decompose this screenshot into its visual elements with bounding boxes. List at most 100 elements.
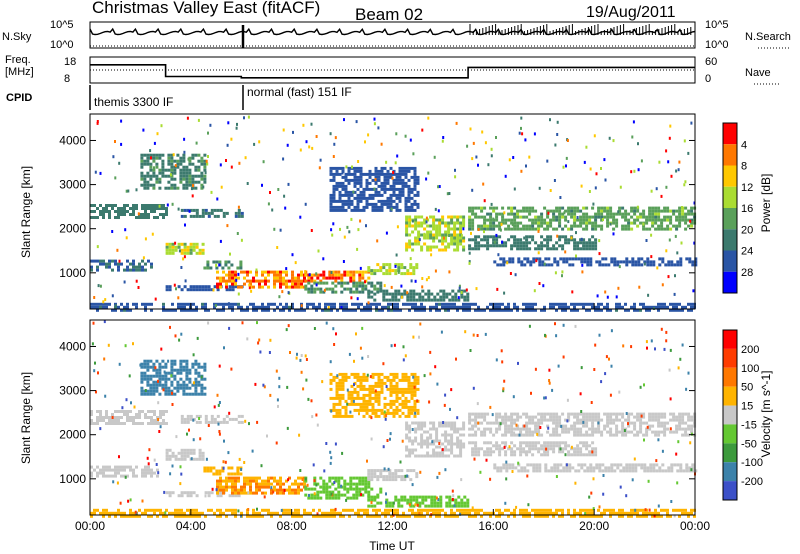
data-cell bbox=[543, 238, 547, 242]
data-cell bbox=[177, 508, 180, 512]
data-cell bbox=[378, 514, 381, 518]
data-cell bbox=[177, 242, 181, 246]
data-cell bbox=[432, 305, 435, 309]
data-cell bbox=[522, 447, 526, 451]
data-cell bbox=[564, 447, 568, 451]
data-cell bbox=[432, 439, 436, 443]
data-cell bbox=[170, 380, 174, 384]
noise-cell bbox=[406, 291, 409, 295]
data-cell bbox=[337, 476, 341, 480]
data-cell bbox=[616, 260, 620, 264]
data-cell bbox=[435, 302, 438, 306]
data-cell bbox=[170, 383, 174, 387]
noise-cell bbox=[237, 272, 240, 276]
data-cell bbox=[564, 241, 568, 245]
data-cell bbox=[391, 472, 395, 476]
data-cell bbox=[400, 272, 404, 276]
data-cell bbox=[663, 305, 666, 309]
data-cell bbox=[405, 230, 409, 234]
data-cell bbox=[669, 221, 673, 225]
data-cell bbox=[395, 196, 399, 200]
data-cell bbox=[366, 514, 369, 518]
data-cell bbox=[380, 169, 384, 173]
noise-cell bbox=[553, 179, 556, 182]
data-cell bbox=[480, 224, 484, 228]
data-cell bbox=[573, 206, 577, 210]
data-cell bbox=[194, 371, 198, 375]
data-cell bbox=[407, 208, 411, 212]
data-cell bbox=[413, 408, 417, 412]
data-cell bbox=[648, 212, 652, 216]
data-cell bbox=[258, 485, 261, 489]
data-cell bbox=[404, 184, 408, 188]
data-cell bbox=[329, 172, 333, 176]
data-cell bbox=[525, 305, 528, 309]
data-cell bbox=[329, 381, 333, 385]
data-cell bbox=[355, 284, 359, 288]
data-cell bbox=[375, 302, 378, 306]
data-cell bbox=[204, 302, 207, 306]
data-cell bbox=[90, 265, 93, 269]
data-cell bbox=[466, 298, 470, 302]
data-cell bbox=[185, 359, 189, 363]
data-cell bbox=[468, 227, 472, 231]
data-cell bbox=[466, 295, 470, 299]
data-cell bbox=[108, 416, 111, 419]
data-cell bbox=[633, 302, 636, 306]
data-cell bbox=[615, 308, 618, 312]
data-cell bbox=[401, 411, 405, 415]
data-cell bbox=[123, 474, 126, 478]
data-cell bbox=[486, 212, 490, 216]
data-cell bbox=[417, 236, 421, 240]
data-cell bbox=[456, 305, 459, 309]
data-cell bbox=[394, 498, 398, 502]
data-cell bbox=[373, 498, 377, 502]
data-cell bbox=[188, 180, 192, 184]
data-cell bbox=[412, 495, 416, 499]
data-cell bbox=[432, 245, 436, 249]
data-cell bbox=[594, 241, 598, 245]
data-cell bbox=[334, 290, 338, 294]
data-cell bbox=[162, 207, 165, 210]
data-cell bbox=[313, 281, 317, 285]
data-cell bbox=[414, 454, 418, 458]
data-cell bbox=[549, 433, 553, 437]
noise-cell bbox=[443, 236, 445, 240]
data-cell bbox=[408, 242, 412, 246]
data-cell bbox=[571, 263, 575, 267]
data-cell bbox=[129, 213, 132, 216]
data-cell bbox=[219, 302, 222, 306]
data-cell bbox=[322, 487, 326, 491]
data-cell bbox=[625, 469, 629, 473]
data-cell bbox=[528, 305, 531, 309]
data-cell bbox=[409, 263, 413, 267]
data-cell bbox=[633, 212, 637, 216]
data-cell bbox=[120, 465, 123, 469]
noise-cell bbox=[299, 215, 302, 219]
data-cell bbox=[408, 424, 412, 428]
noise-cell bbox=[395, 132, 398, 136]
data-cell bbox=[188, 368, 192, 372]
data-cell bbox=[395, 411, 399, 415]
data-cell bbox=[519, 450, 523, 454]
data-cell bbox=[333, 508, 336, 512]
data-cell bbox=[430, 292, 434, 296]
data-cell bbox=[480, 215, 484, 219]
power-frame bbox=[89, 113, 696, 310]
data-cell bbox=[352, 273, 356, 277]
freq-label: Freq. bbox=[5, 54, 31, 66]
noise-cell bbox=[549, 189, 552, 192]
nsky-tick-top: 10^5 bbox=[50, 19, 74, 31]
data-cell bbox=[532, 466, 536, 470]
data-cell bbox=[90, 259, 93, 263]
data-cell bbox=[546, 447, 550, 451]
data-cell bbox=[200, 392, 204, 396]
data-cell bbox=[447, 302, 450, 306]
data-cell bbox=[570, 215, 574, 219]
data-cell bbox=[155, 156, 159, 160]
data-cell bbox=[546, 227, 550, 231]
noise-cell bbox=[125, 189, 128, 193]
noise-cell bbox=[195, 141, 198, 145]
data-cell bbox=[297, 508, 300, 512]
